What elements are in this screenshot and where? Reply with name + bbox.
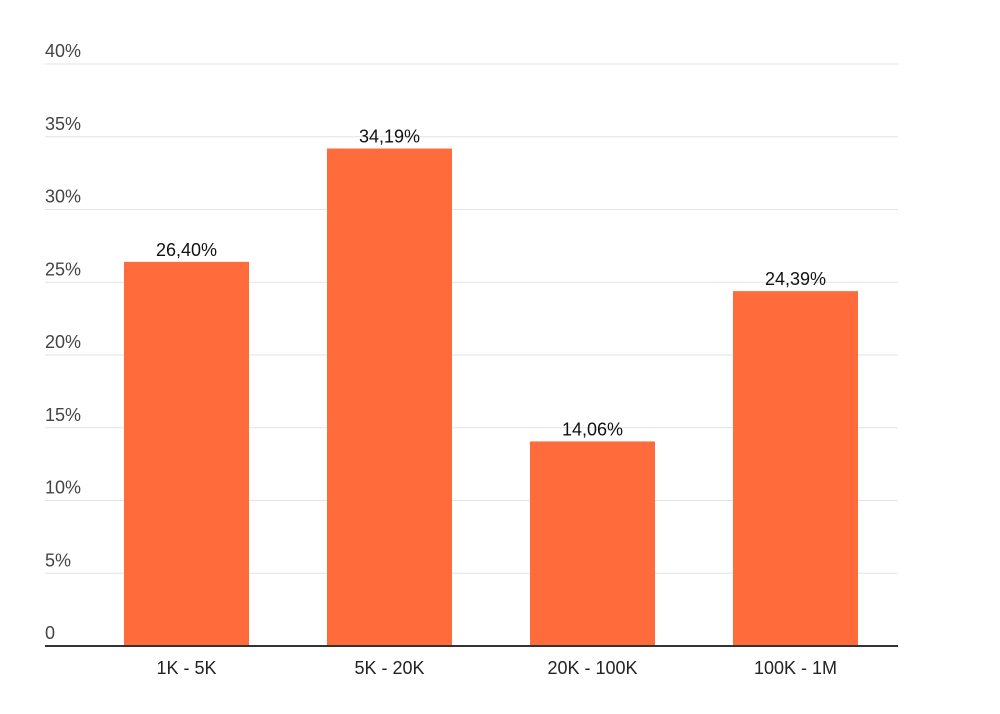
x-tick-label: 20K - 100K bbox=[547, 658, 637, 678]
y-tick-label: 20% bbox=[45, 332, 81, 352]
x-tick-label: 1K - 5K bbox=[156, 658, 216, 678]
data-label: 14,06% bbox=[562, 419, 623, 439]
bars bbox=[124, 148, 858, 646]
y-tick-label: 30% bbox=[45, 187, 81, 207]
y-tick-label: 5% bbox=[45, 550, 71, 570]
y-axis-ticks: 0 5% 10% 15% 20% 25% 30% 35% 40% bbox=[45, 41, 81, 643]
y-tick-label: 40% bbox=[45, 41, 81, 61]
y-tick-label: 35% bbox=[45, 114, 81, 134]
data-label: 34,19% bbox=[359, 127, 420, 147]
bar bbox=[733, 291, 858, 646]
y-tick-label: 0 bbox=[45, 623, 55, 643]
bar bbox=[530, 441, 655, 646]
x-tick-label: 100K - 1M bbox=[754, 658, 837, 678]
x-tick-label: 5K - 20K bbox=[354, 658, 424, 678]
y-tick-label: 10% bbox=[45, 478, 81, 498]
bar bbox=[327, 148, 452, 646]
x-axis-ticks: 1K - 5K 5K - 20K 20K - 100K 100K - 1M bbox=[156, 658, 837, 678]
y-tick-label: 15% bbox=[45, 405, 81, 425]
bar bbox=[124, 261, 249, 646]
data-label: 26,40% bbox=[156, 240, 217, 260]
data-label: 24,39% bbox=[765, 269, 826, 289]
y-tick-label: 25% bbox=[45, 259, 81, 279]
data-labels: 26,40% 34,19% 14,06% 24,39% bbox=[156, 127, 826, 440]
